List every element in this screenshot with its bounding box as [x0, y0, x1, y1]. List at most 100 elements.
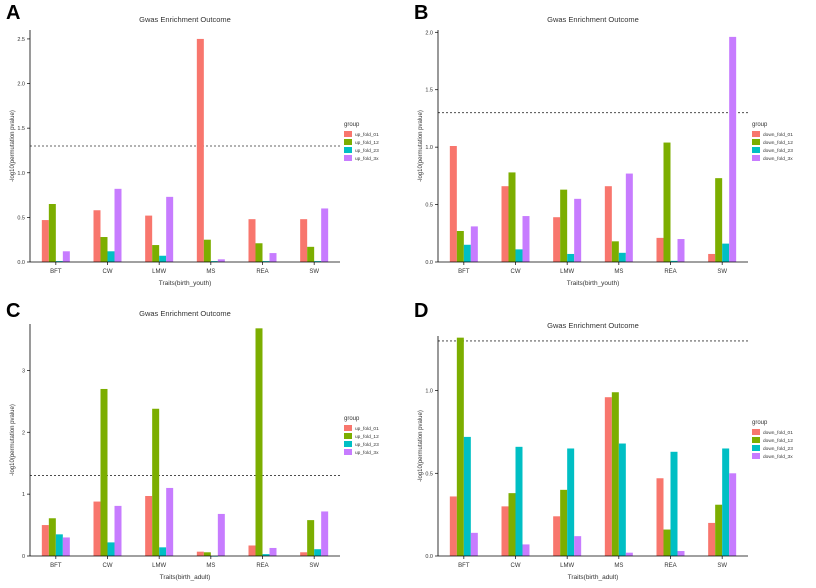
y-tick-label: 0.5	[17, 215, 25, 221]
panel-a: A Gwas Enrichment Outcome BFT CW LMW MS REA SW…	[0, 0, 408, 294]
legend-swatch-up_fold_01	[344, 131, 352, 137]
bar-sw-down_fold_12	[715, 504, 723, 556]
bar-cw-up_fold_12	[100, 237, 108, 262]
legend-label-down_fold_01: down_fold_01	[763, 132, 793, 138]
bar-sw-up_fold_23	[314, 261, 322, 262]
x-axis-label: Traits(birth_adult)	[160, 574, 211, 581]
bar-rea-down_fold_12	[663, 142, 671, 262]
y-tick-label: 0.0	[425, 260, 433, 266]
y-tick-label: 1.0	[425, 389, 433, 395]
bar-sw-down_fold_01	[708, 522, 716, 556]
x-tick-label: BFT	[458, 269, 470, 275]
legend-label-up_fold_3x: up_fold_3x	[355, 156, 379, 162]
bar-lmw-up_fold_23	[159, 255, 167, 262]
bar-cw-down_fold_23	[515, 249, 523, 262]
x-tick-label: REA	[256, 269, 268, 275]
legend-swatch-down_fold_12	[752, 139, 760, 145]
legend: group down_fold_01 down_fold_12 down_fold_2…	[752, 122, 793, 162]
legend-label-down_fold_23: down_fold_23	[763, 446, 793, 452]
legend-label-down_fold_12: down_fold_12	[763, 438, 793, 444]
y-tick-label: 2.5	[17, 37, 25, 43]
bar-sw-down_fold_23	[722, 448, 730, 556]
y-tick-label: 0.5	[425, 203, 433, 209]
bar-lmw-down_fold_3x	[574, 536, 582, 556]
x-axis-label: Traits(birth_youth)	[159, 280, 212, 287]
bar-rea-down_fold_3x	[677, 551, 685, 556]
bar-rea-down_fold_01	[656, 478, 664, 556]
y-tick-label: 1.0	[17, 171, 25, 177]
bar-sw-down_fold_3x	[729, 473, 737, 556]
bar-cw-down_fold_3x	[522, 544, 530, 556]
bar-bft-up_fold_23	[55, 261, 63, 262]
legend-label-down_fold_3x: down_fold_3x	[763, 454, 793, 460]
legend-swatch-up_fold_12	[344, 433, 352, 439]
bar-sw-down_fold_23	[722, 243, 730, 262]
x-tick-label: MS	[614, 563, 623, 569]
bar-ms-down_fold_12	[611, 392, 619, 556]
bar-bft-down_fold_3x	[470, 226, 478, 262]
bar-cw-down_fold_12	[508, 172, 516, 262]
panel-letter: C	[6, 300, 21, 322]
y-tick-label: 1.5	[425, 88, 433, 94]
bar-ms-up_fold_01	[196, 38, 204, 262]
legend: group down_fold_01 down_fold_12 down_fold_2…	[752, 420, 793, 460]
bar-bft-up_fold_3x	[62, 251, 70, 262]
panel-c: C Gwas Enrichment Outcome BFT CW LMW MS REA SW…	[0, 294, 408, 588]
chart-a: Gwas Enrichment Outcome BFT CW LMW MS REA SW 0.…	[10, 15, 379, 287]
x-tick-label: SW	[309, 563, 319, 569]
chart-title: Gwas Enrichment Outcome	[139, 15, 231, 24]
x-axis-label: Traits(birth_adult)	[568, 574, 619, 581]
panel-letter: B	[414, 2, 429, 24]
x-tick-label: CW	[103, 269, 113, 275]
chart-b: Gwas Enrichment Outcome BFT CW LMW MS REA SW 0.…	[418, 15, 793, 287]
y-axis-label: -log10(permutation pvalue)	[10, 110, 16, 182]
bar-bft-down_fold_01	[449, 146, 457, 262]
x-tick-label: LMW	[560, 269, 574, 275]
y-tick-label: 2	[22, 430, 25, 436]
bar-bft-down_fold_23	[463, 244, 471, 262]
bar-sw-up_fold_3x	[321, 208, 329, 262]
x-tick-label: CW	[511, 563, 521, 569]
x-tick-label: LMW	[152, 563, 166, 569]
panel-d: D Gwas Enrichment Outcome BFT CW LMW MS REA SW…	[408, 294, 816, 588]
legend: group up_fold_01 up_fold_12 up_fold_23 up_fo…	[344, 122, 379, 162]
bar-ms-down_fold_3x	[625, 552, 633, 556]
bar-sw-down_fold_12	[715, 178, 723, 262]
x-tick-label: SW	[717, 269, 727, 275]
bar-rea-up_fold_12	[255, 243, 263, 262]
legend-swatch-up_fold_01	[344, 425, 352, 431]
bar-sw-up_fold_23	[314, 549, 322, 556]
bar-ms-down_fold_01	[604, 186, 612, 262]
legend-title: group	[752, 122, 768, 128]
x-tick-label: REA	[664, 563, 676, 569]
bar-cw-down_fold_01	[501, 506, 509, 556]
bar-cw-up_fold_01	[93, 210, 101, 262]
legend: group up_fold_01 up_fold_12 up_fold_23 up_fo…	[344, 416, 379, 456]
legend-label-down_fold_3x: down_fold_3x	[763, 156, 793, 162]
y-tick-label: 2.0	[17, 82, 25, 88]
legend-swatch-up_fold_23	[344, 441, 352, 447]
legend-label-up_fold_01: up_fold_01	[355, 426, 379, 432]
bar-cw-up_fold_3x	[114, 505, 122, 556]
bar-lmw-up_fold_3x	[166, 196, 174, 262]
bar-lmw-up_fold_12	[152, 245, 160, 262]
bar-lmw-up_fold_12	[152, 408, 160, 556]
legend-swatch-up_fold_12	[344, 139, 352, 145]
bar-lmw-down_fold_3x	[574, 198, 582, 262]
legend-swatch-down_fold_01	[752, 131, 760, 137]
bar-sw-up_fold_3x	[321, 511, 329, 556]
x-tick-label: BFT	[50, 563, 62, 569]
y-tick-label: 0	[22, 554, 25, 560]
y-tick-label: 3	[22, 368, 25, 374]
bar-rea-up_fold_23	[262, 554, 270, 556]
legend-title: group	[344, 122, 360, 128]
bar-bft-up_fold_01	[41, 220, 49, 262]
bar-lmw-down_fold_12	[560, 189, 568, 262]
bar-ms-down_fold_12	[611, 241, 619, 262]
legend-swatch-up_fold_23	[344, 147, 352, 153]
x-tick-label: REA	[256, 563, 268, 569]
x-tick-label: MS	[206, 563, 215, 569]
y-tick-label: 1	[22, 492, 25, 498]
chart-title: Gwas Enrichment Outcome	[139, 309, 231, 318]
y-tick-label: 0.0	[425, 554, 433, 560]
